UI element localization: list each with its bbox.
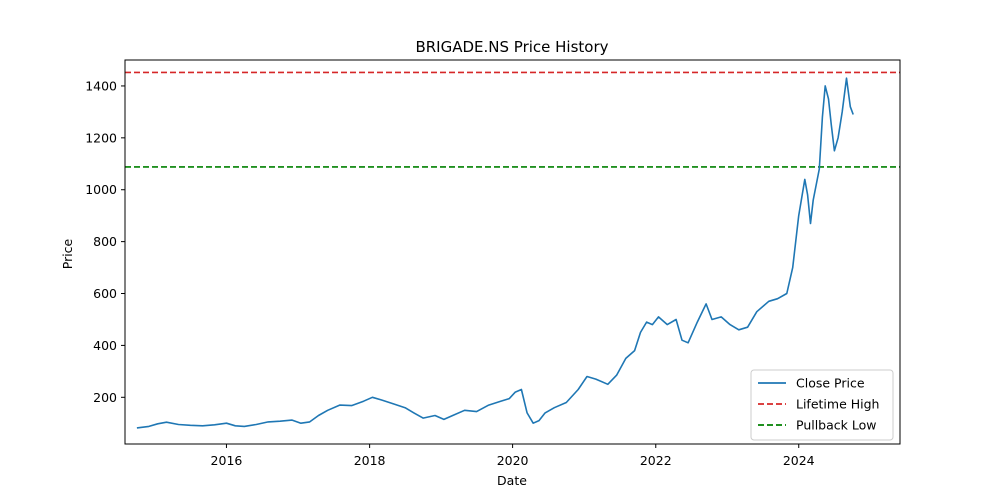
series-line-close-price [136, 77, 854, 429]
chart-title: BRIGADE.NS Price History [415, 38, 608, 56]
legend-box [750, 369, 894, 441]
y-tick-label: 1200 [85, 130, 117, 145]
legend-label: Pullback Low [796, 418, 876, 433]
legend-label: Close Price [796, 376, 865, 391]
y-tick-label: 200 [93, 390, 117, 405]
legend: Close Price Lifetime High Pullback Low [750, 369, 894, 441]
x-tick-label: 2022 [640, 453, 672, 468]
x-tick-label: 2020 [497, 453, 529, 468]
x-axis-label: Date [497, 473, 527, 488]
y-tick-label: 1000 [85, 182, 117, 197]
x-axis: 2016 2018 2020 2022 2024 [211, 444, 815, 468]
x-tick-label: 2024 [783, 453, 815, 468]
legend-label: Lifetime High [796, 397, 879, 412]
y-axis: 200 400 600 800 1000 1200 1400 [85, 78, 125, 405]
x-tick-label: 2016 [211, 453, 243, 468]
y-axis-label: Price [60, 238, 75, 269]
y-tick-label: 400 [93, 338, 117, 353]
x-tick-label: 2018 [354, 453, 386, 468]
y-tick-label: 600 [93, 286, 117, 301]
y-tick-label: 800 [93, 234, 117, 249]
y-tick-label: 1400 [85, 78, 117, 93]
